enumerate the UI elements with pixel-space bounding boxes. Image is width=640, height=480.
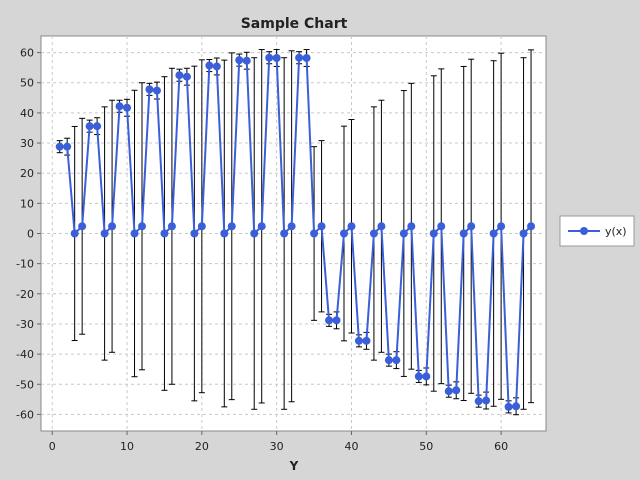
data-point	[504, 402, 513, 411]
y-tick-label: -60	[16, 408, 34, 421]
chart-title: Sample Chart	[241, 16, 348, 32]
y-tick-label: -30	[16, 318, 34, 331]
data-point	[175, 71, 184, 80]
data-point	[332, 316, 341, 325]
data-point	[182, 72, 191, 81]
data-point	[145, 85, 154, 94]
x-tick-label: 30	[270, 440, 284, 453]
data-point	[422, 372, 431, 381]
data-point	[130, 229, 139, 238]
data-point	[100, 229, 109, 238]
data-point	[190, 229, 199, 238]
data-point	[250, 229, 259, 238]
data-point	[93, 122, 102, 131]
data-point	[235, 56, 244, 65]
legend: y(x)	[559, 215, 635, 247]
data-point	[265, 53, 274, 62]
y-tick-label: 0	[27, 228, 34, 241]
data-point	[384, 356, 393, 365]
data-point	[437, 222, 446, 231]
y-axis-ticks: 60 50 40 30 20 10 0 -10 -20 -30 -40 -50 -60	[16, 47, 41, 421]
data-point	[108, 222, 117, 231]
data-point	[242, 56, 251, 65]
data-point	[369, 229, 378, 238]
data-point	[272, 54, 281, 63]
y-tick-label: 60	[20, 47, 34, 60]
data-point	[302, 54, 311, 63]
legend-marker	[580, 227, 588, 235]
data-point	[63, 142, 72, 151]
data-point	[212, 62, 221, 71]
data-point	[317, 222, 326, 231]
data-point	[70, 229, 79, 238]
data-point	[512, 402, 521, 411]
data-point	[474, 397, 483, 406]
data-point	[85, 122, 94, 131]
legend-label: y(x)	[605, 225, 627, 238]
y-tick-label: -50	[16, 378, 34, 391]
data-point	[444, 387, 453, 396]
data-point	[452, 386, 461, 395]
data-point	[325, 316, 334, 325]
data-point	[280, 229, 289, 238]
x-tick-label: 0	[49, 440, 56, 453]
data-point	[160, 229, 169, 238]
data-points	[55, 53, 536, 411]
x-tick-label: 40	[344, 440, 358, 453]
x-axis-ticks: 0 10 20 30 40 50 60	[49, 431, 508, 453]
y-tick-label: 40	[20, 107, 34, 120]
data-point	[295, 53, 304, 62]
data-point	[407, 222, 416, 231]
x-tick-label: 50	[419, 440, 433, 453]
data-point	[467, 222, 476, 231]
data-point	[377, 222, 386, 231]
data-point	[392, 356, 401, 365]
x-axis-label: Y	[289, 459, 299, 473]
data-point	[123, 103, 132, 112]
data-point	[310, 229, 319, 238]
x-tick-label: 10	[120, 440, 134, 453]
data-point	[138, 222, 146, 231]
y-tick-label: -40	[16, 348, 34, 361]
y-tick-label: 10	[20, 197, 34, 210]
y-tick-label: -10	[16, 258, 34, 271]
data-point	[205, 61, 214, 70]
data-point	[347, 222, 356, 231]
data-point	[227, 222, 236, 231]
data-point	[257, 222, 266, 231]
data-point	[115, 102, 124, 111]
data-point	[459, 229, 468, 238]
data-point	[287, 222, 296, 231]
x-tick-label: 60	[494, 440, 508, 453]
data-point	[340, 229, 348, 238]
data-point	[167, 222, 176, 231]
y-tick-label: 30	[20, 137, 34, 150]
data-point	[482, 396, 491, 405]
y-tick-label: 20	[20, 167, 34, 180]
data-point	[497, 222, 506, 231]
data-point	[78, 222, 87, 231]
data-point	[220, 229, 229, 238]
data-point	[429, 229, 438, 238]
y-tick-label: 50	[20, 77, 34, 90]
data-point	[519, 229, 528, 238]
data-point	[354, 336, 363, 345]
data-point	[152, 86, 161, 95]
data-point	[55, 142, 64, 151]
x-tick-label: 20	[195, 440, 209, 453]
data-point	[399, 229, 408, 238]
data-point	[414, 372, 423, 381]
data-point	[362, 336, 371, 345]
data-point	[197, 222, 206, 231]
data-point	[489, 229, 498, 238]
y-tick-label: -20	[16, 288, 34, 301]
data-point	[527, 222, 536, 231]
